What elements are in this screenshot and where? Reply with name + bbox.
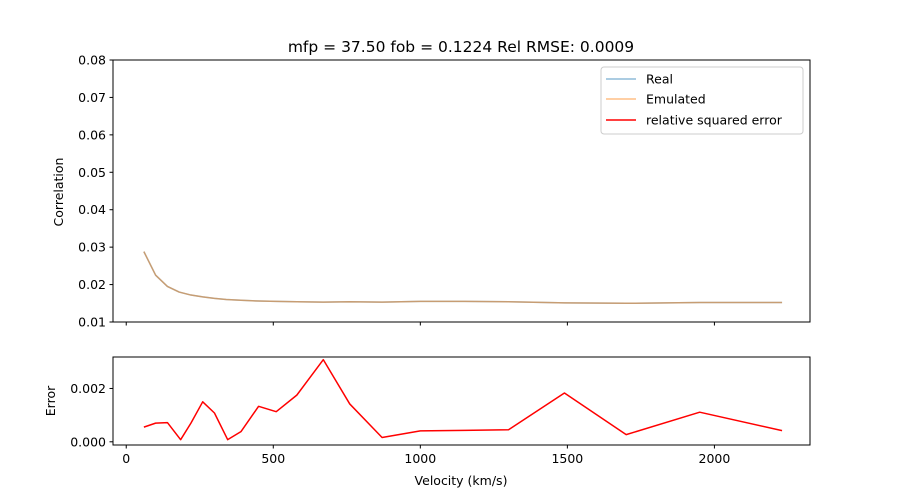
bottom-xtick-label: 1000 — [404, 451, 436, 466]
legend-box — [600, 66, 804, 135]
series-line-error — [143, 358, 783, 441]
bottom-xtick-label: 2000 — [699, 451, 731, 466]
bottom-ylabel: Error — [43, 385, 58, 416]
top-ticks: 0.01 0.02 0.03 0.04 0.05 0.06 0.07 0.08 — [78, 53, 715, 330]
legend-label-emulated: Emulated — [646, 92, 706, 107]
bottom-xtick-label: 0 — [122, 451, 130, 466]
correlation-axes: mfp = 37.50 fob = 0.1224 Rel RMSE: 0.000… — [51, 38, 811, 330]
bottom-xlabel: Velocity (km/s) — [415, 473, 508, 488]
top-axes-frame — [112, 59, 811, 323]
legend-label-error: relative squared error — [646, 113, 783, 128]
top-ytick-label: 0.08 — [78, 53, 106, 68]
legend-label-real: Real — [646, 72, 673, 87]
bottom-xtick-label: 500 — [261, 451, 285, 466]
bottom-lines — [143, 358, 783, 441]
top-ytick-label: 0.02 — [78, 277, 106, 292]
bottom-axes-frame — [112, 356, 811, 446]
series-line-emulated — [143, 251, 783, 305]
chart-title: mfp = 37.50 fob = 0.1224 Rel RMSE: 0.000… — [288, 38, 634, 56]
top-ytick-label: 0.04 — [78, 202, 106, 217]
bottom-ticks: 0.000 0.002 0 500 1000 1500 2000 — [70, 381, 730, 466]
top-ytick-label: 0.03 — [78, 240, 106, 255]
top-ylabel: Correlation — [51, 158, 66, 227]
error-axes: Error Velocity (km/s) 0.000 0.002 0 500 1000… — [43, 356, 811, 488]
legend: Real Emulated relative squared error — [600, 66, 804, 135]
bottom-ytick-label: 0.002 — [70, 381, 106, 396]
top-ytick-label: 0.05 — [78, 165, 106, 180]
bottom-ytick-label: 0.000 — [70, 434, 106, 449]
bottom-xtick-label: 1500 — [551, 451, 583, 466]
series-line-real — [143, 251, 783, 305]
top-ytick-label: 0.01 — [78, 315, 106, 330]
top-ytick-label: 0.06 — [78, 127, 106, 142]
top-lines — [143, 251, 783, 305]
top-ytick-label: 0.07 — [78, 90, 106, 105]
